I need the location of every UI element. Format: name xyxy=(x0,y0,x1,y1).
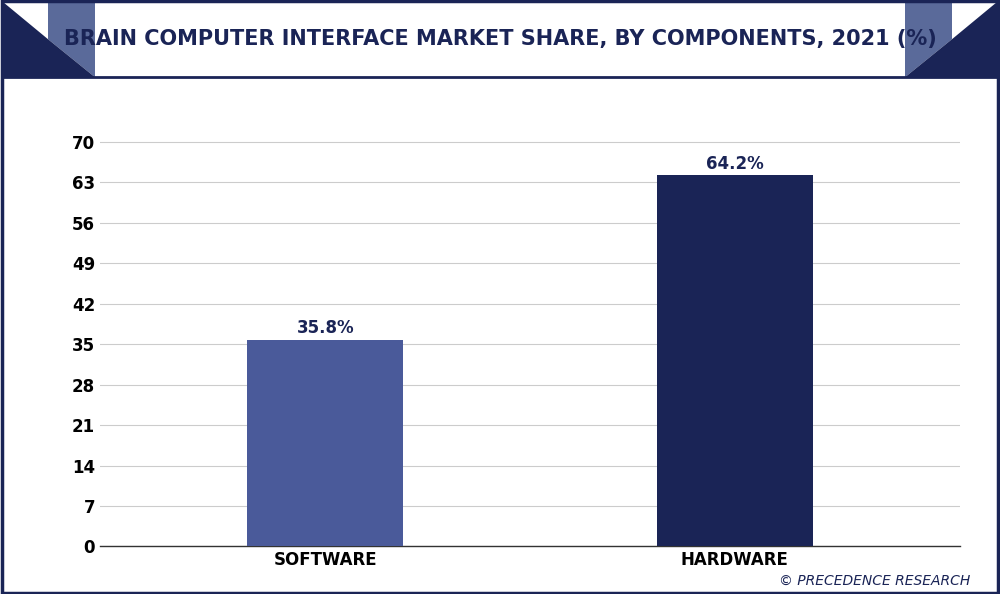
Text: 64.2%: 64.2% xyxy=(706,154,764,172)
Bar xyxy=(247,340,403,546)
Text: © PRECEDENCE RESEARCH: © PRECEDENCE RESEARCH xyxy=(779,574,970,588)
Text: BRAIN COMPUTER INTERFACE MARKET SHARE, BY COMPONENTS, 2021 (%): BRAIN COMPUTER INTERFACE MARKET SHARE, B… xyxy=(64,29,936,49)
Text: 35.8%: 35.8% xyxy=(296,319,354,337)
Bar xyxy=(657,175,813,546)
